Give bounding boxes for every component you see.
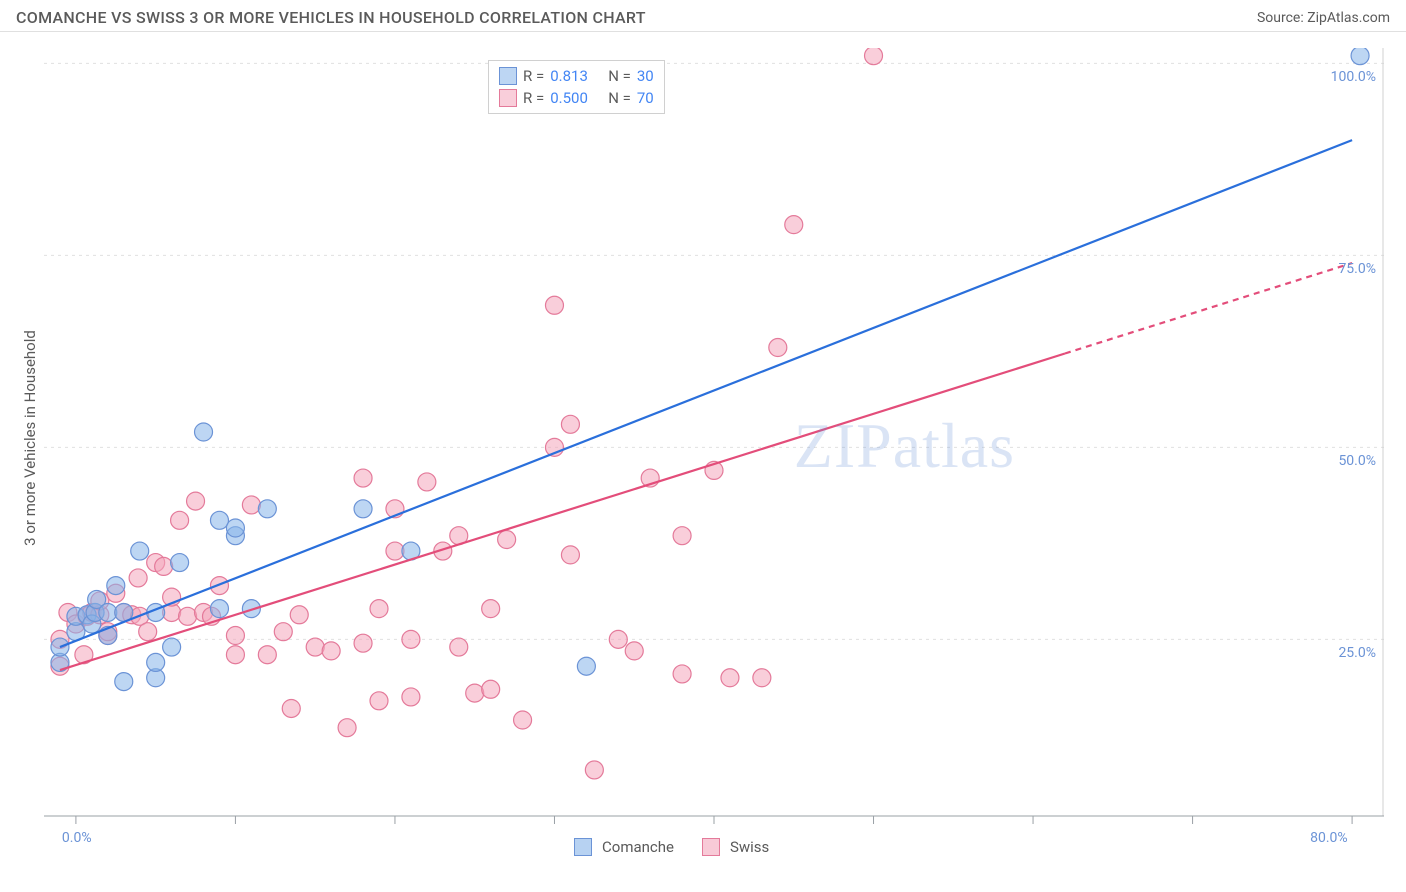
legend-swatch (574, 838, 592, 856)
x-tick-label: 0.0% (62, 830, 92, 846)
correlation-legend: R = 0.813 N = 30 R = 0.500 N = 70 (488, 60, 665, 114)
y-tick-label: 50.0% (1338, 453, 1376, 469)
y-tick-label: 25.0% (1338, 645, 1376, 661)
legend-r-value: 0.813 (550, 67, 602, 85)
legend-swatch (702, 838, 720, 856)
legend-row: R = 0.813 N = 30 (499, 65, 654, 87)
legend-n-value: 30 (637, 67, 654, 85)
legend-n-value: 70 (637, 89, 654, 107)
legend-n-label: N = (608, 89, 631, 107)
series-legend: Comanche Swiss (574, 838, 787, 856)
scatter-plot (44, 48, 1384, 828)
y-axis-label: 3 or more Vehicles in Household (21, 330, 39, 546)
chart-area: 3 or more Vehicles in Household ZIPatlas… (44, 48, 1384, 828)
y-tick-label: 75.0% (1338, 261, 1376, 277)
chart-title: COMANCHE VS SWISS 3 OR MORE VEHICLES IN … (16, 8, 646, 27)
legend-series-label: Swiss (730, 838, 769, 856)
legend-series-label: Comanche (602, 838, 674, 856)
legend-swatch (499, 67, 517, 85)
legend-r-label: R = (523, 89, 544, 107)
legend-swatch (499, 89, 517, 107)
legend-row: R = 0.500 N = 70 (499, 87, 654, 109)
x-tick-label: 80.0% (1310, 830, 1348, 846)
y-tick-label: 100.0% (1331, 69, 1376, 85)
source-attribution: Source: ZipAtlas.com (1257, 10, 1390, 26)
legend-n-label: N = (608, 67, 631, 85)
header: COMANCHE VS SWISS 3 OR MORE VEHICLES IN … (0, 0, 1406, 32)
legend-r-label: R = (523, 67, 544, 85)
legend-r-value: 0.500 (550, 89, 602, 107)
